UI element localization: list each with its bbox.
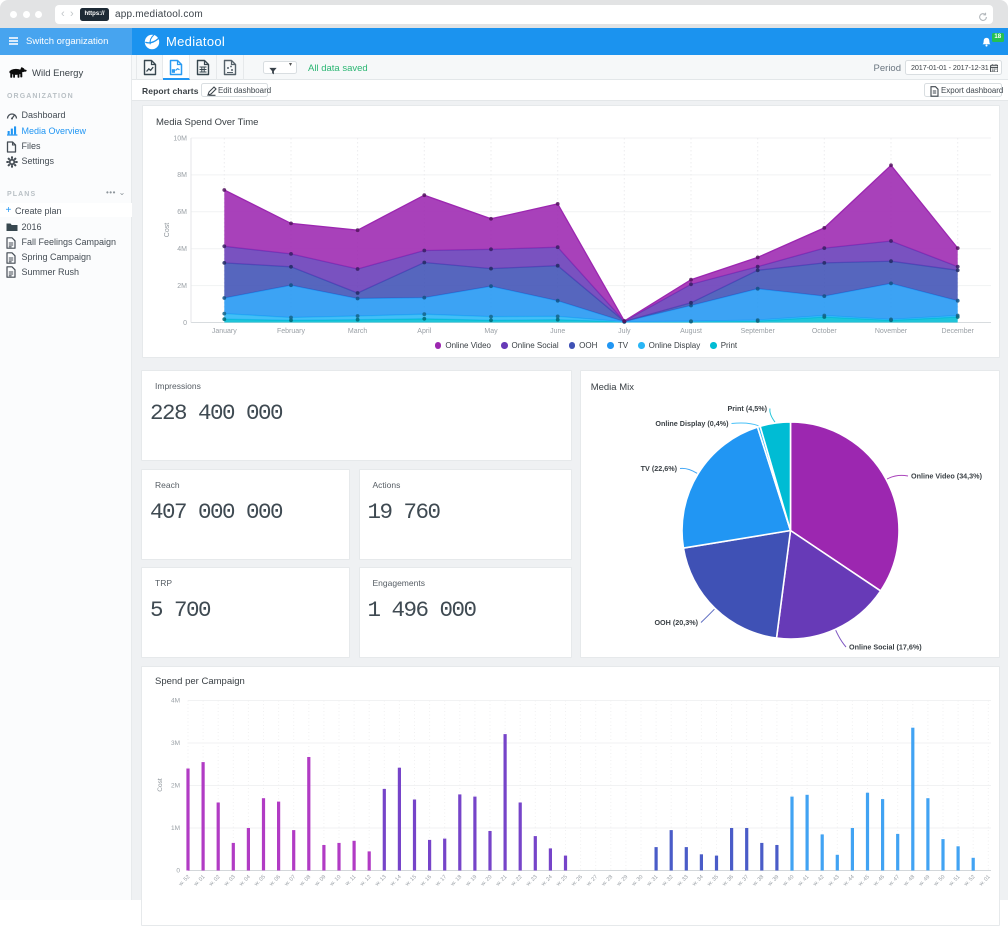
svg-text:w. 15: w. 15 [404, 874, 418, 888]
svg-text:Online Display (0,4%): Online Display (0,4%) [655, 419, 729, 428]
svg-text:w. 37: w. 37 [736, 874, 750, 888]
svg-text:w. 24: w. 24 [540, 874, 554, 888]
svg-text:10M: 10M [173, 135, 187, 142]
svg-text:w. 07: w. 07 [283, 874, 297, 888]
svg-text:Print (4,5%): Print (4,5%) [727, 404, 767, 413]
svg-text:w. 27: w. 27 [585, 874, 599, 888]
svg-text:April: April [417, 328, 431, 335]
svg-text:September: September [741, 328, 776, 335]
svg-text:w. 10: w. 10 [328, 874, 342, 888]
svg-text:w. 30: w. 30 [630, 874, 644, 888]
svg-text:w. 13: w. 13 [374, 874, 388, 888]
svg-text:w. 22: w. 22 [510, 874, 524, 888]
svg-text:w. 43: w. 43 [827, 874, 841, 888]
svg-text:w. 14: w. 14 [389, 874, 403, 888]
svg-text:OOH (20,3%): OOH (20,3%) [654, 618, 698, 627]
svg-text:w. 44: w. 44 [842, 874, 856, 888]
svg-text:w. 45: w. 45 [857, 874, 871, 888]
svg-text:w. 21: w. 21 [494, 874, 508, 888]
svg-text:w. 39: w. 39 [766, 874, 780, 888]
svg-text:w. 36: w. 36 [721, 874, 735, 888]
svg-text:w. 28: w. 28 [600, 874, 614, 888]
svg-text:w. 05: w. 05 [253, 874, 267, 888]
svg-text:8M: 8M [177, 172, 187, 179]
svg-text:October: October [812, 328, 838, 335]
svg-text:w. 25: w. 25 [555, 874, 569, 888]
svg-text:w. 51: w. 51 [947, 874, 961, 888]
svg-text:w. 08: w. 08 [298, 874, 312, 888]
svg-text:December: December [942, 328, 975, 335]
svg-text:2M: 2M [171, 782, 180, 789]
svg-text:w. 01: w. 01 [192, 874, 206, 888]
svg-text:w. 04: w. 04 [238, 874, 252, 888]
svg-text:w. 46: w. 46 [872, 874, 886, 888]
svg-text:w. 33: w. 33 [676, 874, 690, 888]
svg-text:Cost: Cost [157, 778, 164, 792]
svg-text:w. 12: w. 12 [359, 874, 373, 888]
svg-text:2M: 2M [177, 283, 187, 290]
svg-text:1M: 1M [171, 825, 180, 832]
svg-text:4M: 4M [171, 697, 180, 704]
svg-text:w. 17: w. 17 [434, 874, 448, 888]
svg-text:August: August [680, 328, 702, 335]
svg-text:w. 06: w. 06 [268, 874, 282, 888]
svg-text:w. 52: w. 52 [177, 874, 191, 888]
svg-text:Online Social (17,6%): Online Social (17,6%) [849, 643, 922, 652]
svg-text:w. 38: w. 38 [751, 874, 765, 888]
svg-text:w. 31: w. 31 [645, 874, 659, 888]
svg-text:4M: 4M [177, 246, 187, 253]
svg-text:w. 42: w. 42 [812, 874, 826, 888]
svg-text:w. 32: w. 32 [661, 874, 675, 888]
svg-text:w. 52: w. 52 [963, 874, 977, 888]
svg-text:w. 49: w. 49 [917, 874, 931, 888]
svg-text:w. 18: w. 18 [449, 874, 463, 888]
svg-text:0: 0 [183, 320, 187, 327]
svg-text:w. 26: w. 26 [570, 874, 584, 888]
svg-text:3M: 3M [171, 740, 180, 747]
svg-text:February: February [277, 328, 306, 335]
svg-text:w. 02: w. 02 [208, 874, 222, 888]
svg-text:May: May [484, 328, 498, 335]
svg-text:w. 29: w. 29 [615, 874, 629, 888]
svg-text:January: January [212, 328, 237, 335]
svg-text:w. 23: w. 23 [525, 874, 539, 888]
svg-text:June: June [550, 328, 565, 335]
svg-text:w. 19: w. 19 [464, 874, 478, 888]
svg-text:July: July [618, 328, 631, 335]
svg-text:w. 20: w. 20 [479, 874, 493, 888]
svg-text:w. 41: w. 41 [796, 874, 810, 888]
svg-text:w. 35: w. 35 [706, 874, 720, 888]
svg-text:w. 47: w. 47 [887, 874, 901, 888]
svg-text:w. 11: w. 11 [344, 874, 358, 888]
svg-text:November: November [875, 328, 908, 335]
svg-text:w. 48: w. 48 [902, 874, 916, 888]
svg-text:w. 40: w. 40 [781, 874, 795, 888]
svg-text:w. 03: w. 03 [223, 874, 237, 888]
svg-text:w. 09: w. 09 [313, 874, 327, 888]
svg-text:TV (22,6%): TV (22,6%) [640, 464, 677, 473]
svg-text:March: March [348, 328, 368, 335]
svg-text:Online Video (34,3%): Online Video (34,3%) [911, 472, 983, 481]
svg-text:w. 01: w. 01 [978, 874, 992, 888]
svg-text:w. 34: w. 34 [691, 874, 705, 888]
svg-text:Cost: Cost [164, 223, 171, 237]
svg-text:6M: 6M [177, 209, 187, 216]
svg-text:w. 16: w. 16 [419, 874, 433, 888]
svg-text:w. 50: w. 50 [932, 874, 946, 888]
svg-text:0: 0 [176, 867, 180, 874]
